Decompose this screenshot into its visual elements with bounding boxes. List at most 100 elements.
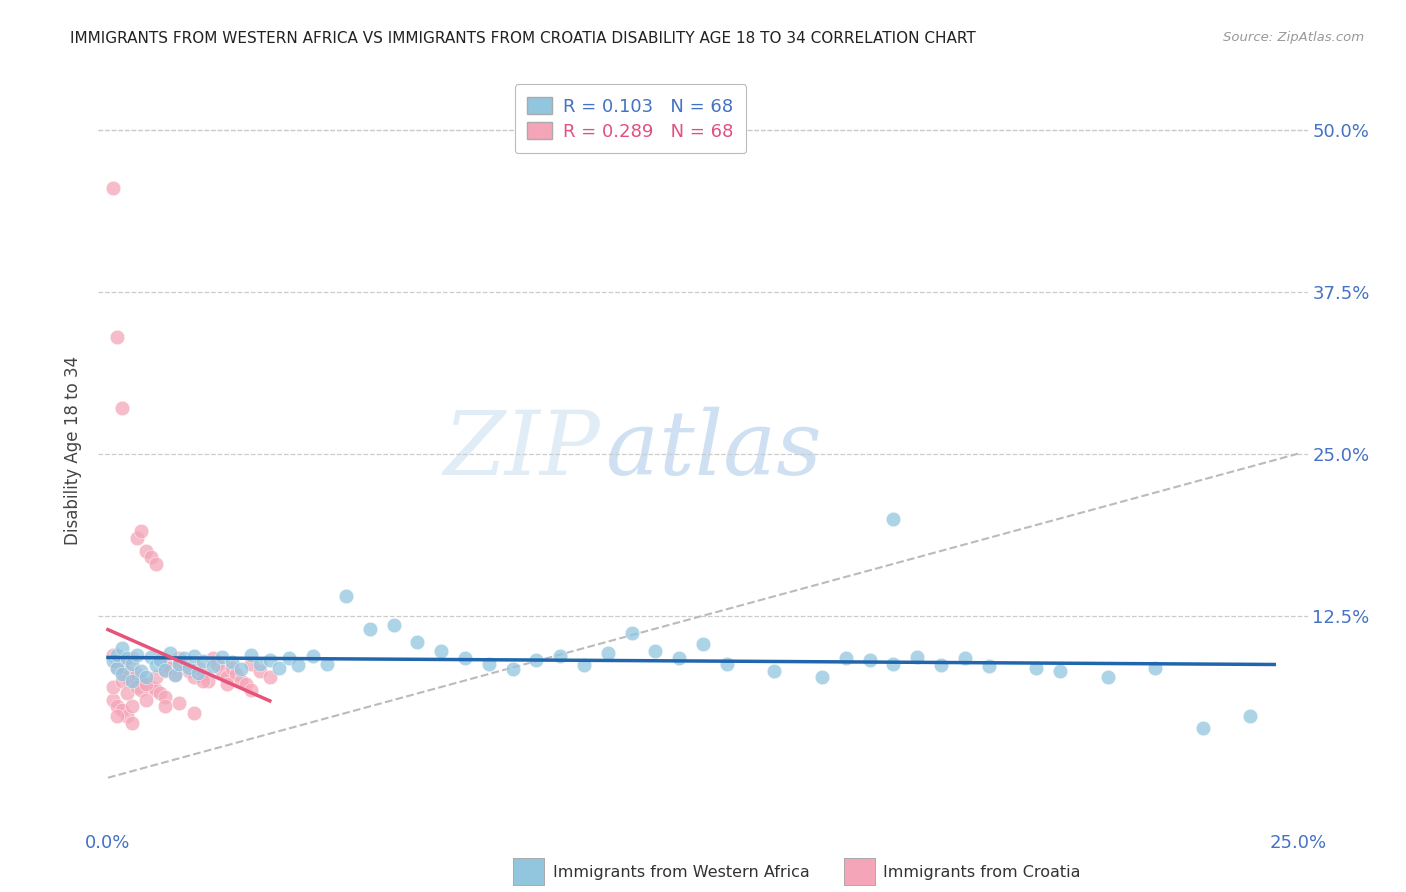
Point (249, 657, 271, 671)
Point (107, 708, 129, 723)
Point (153, 657, 176, 671)
Point (121, 673, 143, 688)
Point (197, 673, 219, 688)
Point (1097, 670, 1119, 684)
Point (115, 708, 138, 723)
Point (163, 668, 186, 682)
Point (121, 716, 143, 731)
Point (173, 657, 195, 671)
Point (191, 654, 214, 668)
Point (169, 651, 191, 665)
Point (277, 651, 299, 665)
Point (215, 670, 238, 684)
Point (101, 181, 124, 195)
Point (225, 667, 247, 681)
Point (107, 654, 129, 668)
Point (1239, 708, 1261, 723)
Point (382, 617, 405, 632)
Point (115, 670, 138, 684)
Point (149, 653, 172, 667)
Point (259, 670, 281, 684)
Point (406, 634, 429, 648)
Point (135, 677, 157, 691)
Point (929, 657, 952, 672)
Point (159, 660, 181, 674)
Point (239, 648, 262, 662)
Point (153, 665, 176, 679)
Point (125, 667, 148, 681)
Point (101, 654, 124, 668)
Point (763, 665, 786, 679)
Point (221, 660, 243, 674)
Point (169, 657, 191, 671)
Point (316, 657, 339, 671)
Point (287, 657, 309, 672)
Point (125, 531, 148, 545)
Point (153, 663, 176, 677)
Point (135, 677, 157, 691)
Point (169, 696, 191, 710)
Point (620, 625, 643, 640)
Point (201, 659, 224, 673)
Point (101, 680, 124, 694)
Point (107, 660, 129, 674)
Point (977, 659, 1000, 673)
Point (231, 662, 253, 676)
Point (149, 686, 172, 700)
Point (153, 690, 176, 705)
Point (1025, 660, 1047, 674)
Point (111, 673, 134, 688)
Point (107, 648, 129, 662)
Point (953, 651, 976, 665)
Point (187, 660, 209, 674)
Point (129, 682, 152, 697)
Point (239, 682, 262, 697)
Point (259, 653, 281, 667)
Point (145, 657, 167, 672)
Point (596, 646, 619, 660)
Point (107, 330, 129, 344)
Point (1192, 722, 1215, 736)
Point (145, 670, 167, 684)
Point (478, 657, 501, 671)
Text: ZIP: ZIP (444, 407, 600, 494)
Point (221, 656, 243, 670)
Point (115, 686, 138, 700)
Point (430, 643, 453, 657)
Y-axis label: Disability Age 18 to 34: Disability Age 18 to 34 (65, 356, 83, 545)
Point (129, 665, 152, 679)
Point (502, 662, 524, 676)
Point (716, 657, 738, 671)
Text: Immigrants from Croatia: Immigrants from Croatia (883, 865, 1080, 880)
Point (135, 544, 157, 558)
Point (211, 650, 233, 665)
Point (301, 648, 323, 663)
Point (153, 699, 176, 714)
Point (905, 650, 928, 665)
Point (111, 641, 134, 656)
Point (135, 693, 157, 707)
Point (668, 651, 690, 665)
Point (191, 667, 214, 681)
Point (211, 665, 233, 679)
Point (111, 703, 134, 717)
Point (215, 677, 238, 691)
Legend: R = 0.103   N = 68, R = 0.289   N = 68: R = 0.103 N = 68, R = 0.289 N = 68 (515, 84, 747, 153)
Text: IMMIGRANTS FROM WESTERN AFRICA VS IMMIGRANTS FROM CROATIA DISABILITY AGE 18 TO 3: IMMIGRANTS FROM WESTERN AFRICA VS IMMIGR… (70, 31, 976, 46)
Point (811, 670, 834, 684)
Point (249, 665, 271, 679)
Point (169, 657, 191, 671)
Point (163, 667, 186, 681)
Point (231, 673, 253, 688)
Point (139, 550, 162, 565)
Point (101, 693, 124, 707)
Point (191, 673, 214, 688)
Point (239, 657, 262, 671)
Point (1144, 660, 1167, 674)
Text: Immigrants from Western Africa: Immigrants from Western Africa (553, 865, 810, 880)
Point (145, 682, 167, 697)
Point (183, 648, 205, 663)
Point (335, 589, 357, 603)
Point (121, 657, 143, 671)
Point (125, 648, 148, 662)
